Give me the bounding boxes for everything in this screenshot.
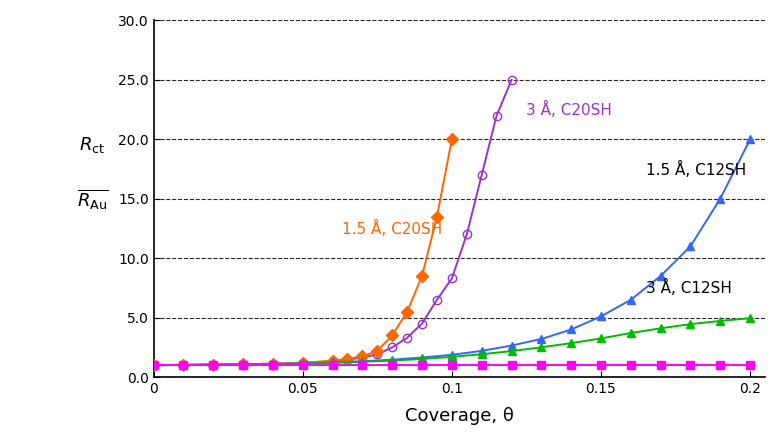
X-axis label: Coverage, θ: Coverage, θ — [405, 407, 514, 425]
Text: 3 Å, C20SH: 3 Å, C20SH — [526, 101, 612, 118]
Text: 1.5 Å, C20SH: 1.5 Å, C20SH — [342, 220, 441, 237]
Text: 1.5 Å, C12SH: 1.5 Å, C12SH — [646, 161, 746, 178]
Text: $\overline{R_{\rm Au}}$: $\overline{R_{\rm Au}}$ — [76, 187, 108, 211]
Text: $R_{\rm ct}$: $R_{\rm ct}$ — [80, 135, 105, 155]
Text: 3 Å, C12SH: 3 Å, C12SH — [646, 279, 732, 297]
